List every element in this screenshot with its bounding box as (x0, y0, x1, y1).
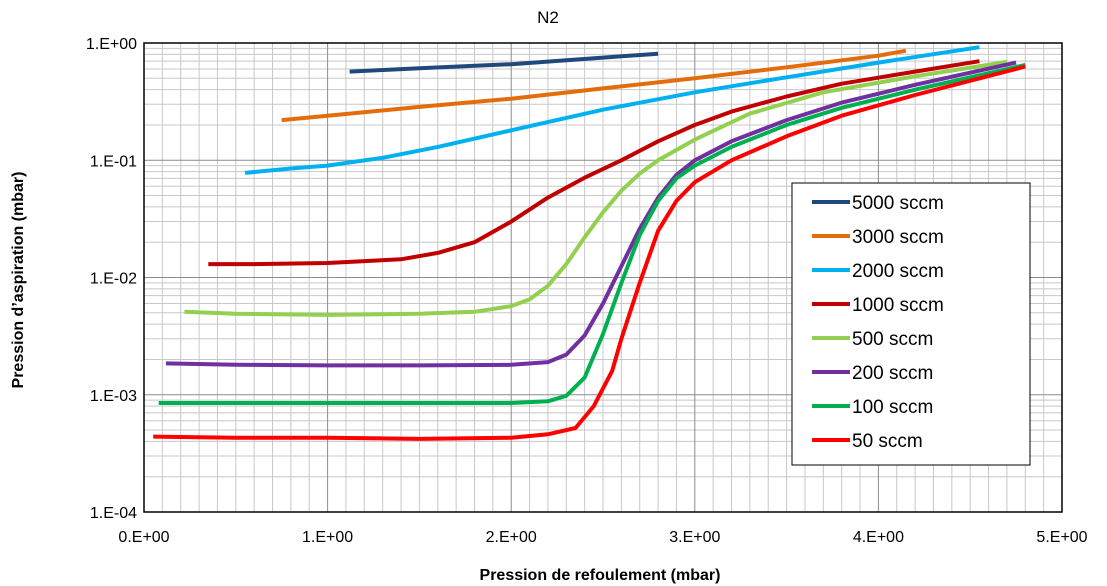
x-tick-label: 3.E+00 (669, 529, 720, 546)
x-tick-label: 2.E+00 (486, 529, 537, 546)
y-tick-label: 1.E-03 (90, 388, 137, 405)
series-line-5000-sccm (349, 51, 659, 74)
legend: 5000 sccm 3000 sccm 2000 sccm 1000 sccm 500 … (791, 182, 1031, 466)
series-line-2000-sccm (244, 45, 980, 175)
series-lines (153, 45, 1026, 441)
series-line-50-sccm (153, 64, 1026, 441)
legend-label: 3000 sccm (852, 227, 944, 248)
legend-label: 50 sccm (852, 431, 923, 452)
legend-label: 500 sccm (852, 329, 933, 350)
x-tick-label: 5.E+00 (1036, 529, 1087, 546)
legend-label: 200 sccm (852, 363, 933, 384)
series-line-500-sccm (184, 59, 1008, 317)
legend-label: 1000 sccm (852, 295, 944, 316)
x-tick-label: 0.E+00 (118, 529, 169, 546)
x-tick-label: 4.E+00 (853, 529, 904, 546)
legend-label: 2000 sccm (852, 261, 944, 282)
y-tick-label: 1.E-04 (90, 505, 137, 522)
plot-frame (143, 42, 1063, 513)
series-line-100-sccm (158, 62, 1026, 405)
x-tick-labels: 0.E+00 1.E+00 2.E+00 3.E+00 4.E+00 5.E+00 (118, 529, 1087, 546)
y-tick-label: 1.E+00 (86, 36, 137, 53)
chart-title: N2 (537, 8, 559, 27)
series-line-200-sccm (165, 60, 1017, 368)
legend-label: 5000 sccm (852, 193, 944, 214)
series-line-3000-sccm (281, 48, 907, 123)
y-axis-title: Pression d’aspiration (mbar) (10, 172, 27, 389)
series-line-1000-sccm (208, 59, 980, 267)
y-tick-labels: 1.E-04 1.E-03 1.E-02 1.E-01 1.E+00 (86, 36, 137, 522)
legend-label: 100 sccm (852, 397, 933, 418)
legend-box (791, 182, 1031, 466)
x-axis-title: Pression de refoulement (mbar) (480, 567, 721, 584)
x-tick-label: 1.E+00 (302, 529, 353, 546)
y-tick-label: 1.E-01 (90, 153, 137, 170)
y-tick-label: 1.E-02 (90, 271, 137, 288)
